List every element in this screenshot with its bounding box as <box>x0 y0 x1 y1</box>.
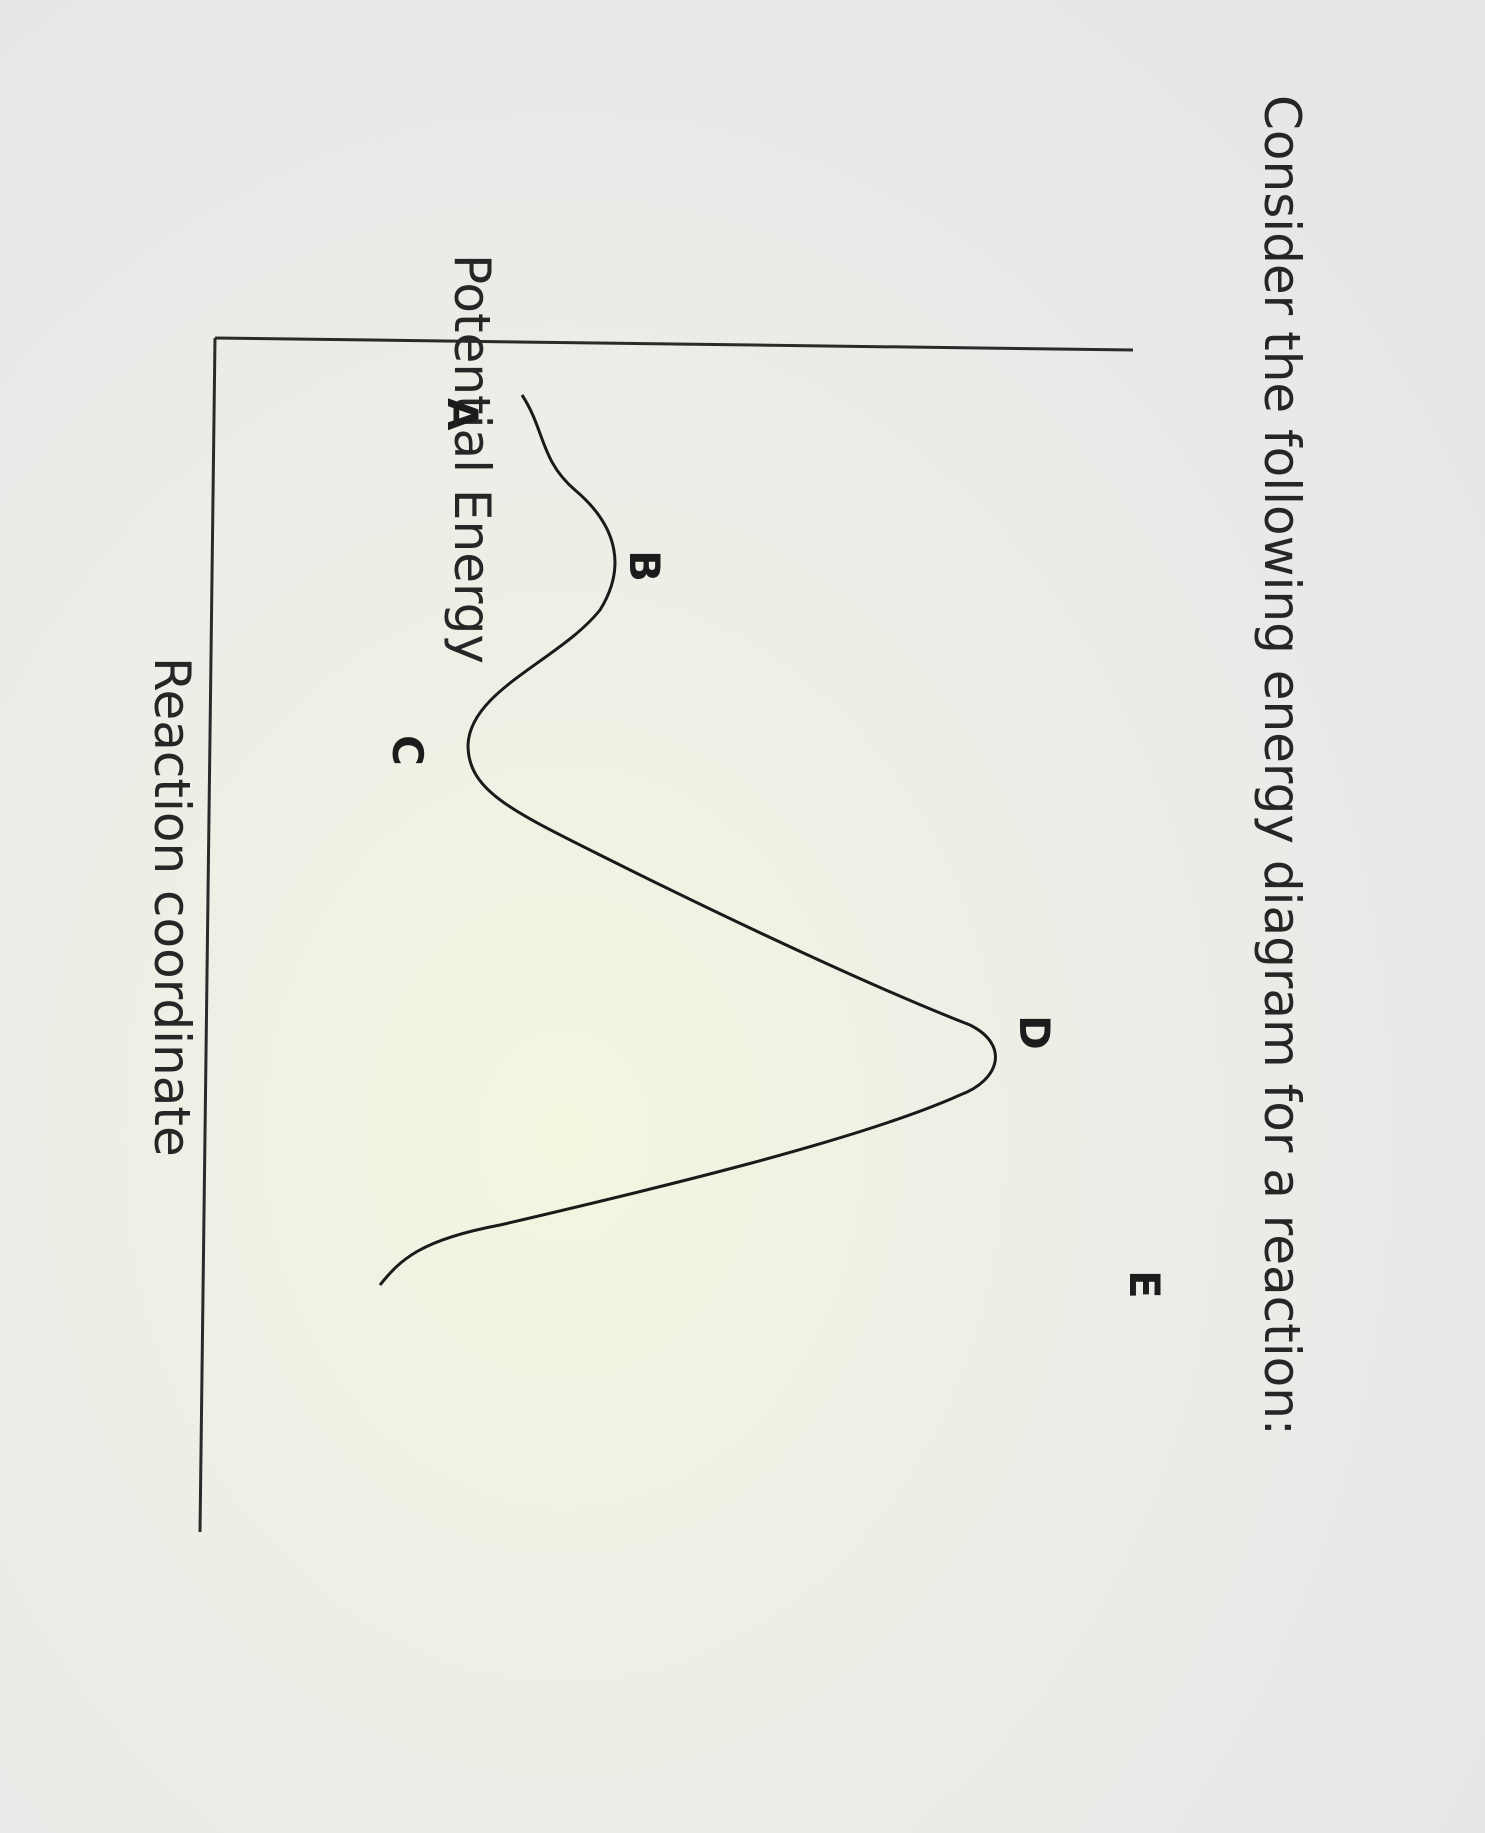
reaction-coordinate-axis <box>198 337 217 1533</box>
point-label-b: B <box>620 550 669 582</box>
y-axis-label: Potential Energy <box>443 254 501 664</box>
point-label-a: A <box>438 398 487 431</box>
point-label-c: C <box>383 735 432 766</box>
question-prompt: Consider the following energy diagram fo… <box>1253 95 1311 1436</box>
reaction-energy-curve <box>378 394 997 1286</box>
point-label-e: E <box>1120 1270 1169 1299</box>
potential-energy-axis <box>214 336 1134 352</box>
x-axis-label: Reaction coordinate <box>143 657 201 1157</box>
point-label-d: D <box>1010 1015 1059 1050</box>
